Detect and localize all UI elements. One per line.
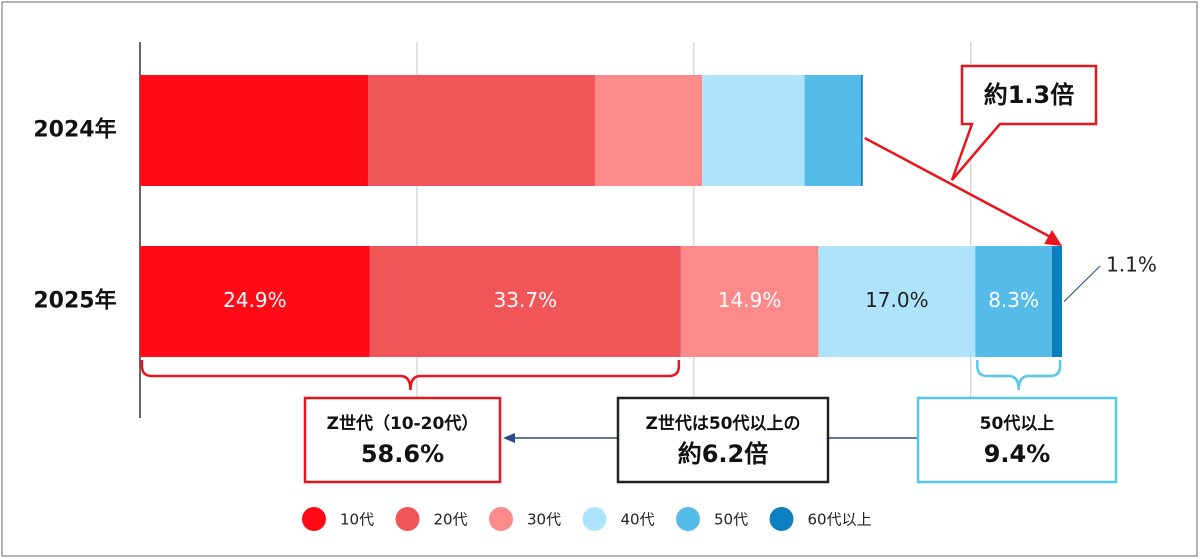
legend-swatch [769, 507, 794, 531]
value-label: 1.1% [1106, 253, 1157, 277]
legend-label: 40代 [621, 511, 655, 529]
bar-segment [140, 75, 368, 186]
bar-segment [860, 75, 863, 186]
value-label: 24.9% [223, 288, 287, 312]
bar-segment [140, 246, 370, 357]
bar-segment [818, 246, 976, 357]
brace-z [140, 360, 681, 391]
label-leader [1063, 265, 1101, 302]
value-label: 14.9% [718, 288, 782, 312]
growth-arrow [864, 136, 1057, 242]
legend-label: 60代以上 [808, 511, 872, 529]
bar-segment [702, 75, 805, 186]
annotation-value: 約6.2倍 [678, 440, 769, 468]
legend-swatch [395, 507, 420, 531]
bar-segment [804, 75, 861, 186]
legend-swatch [676, 507, 700, 531]
bar-segment [595, 75, 703, 186]
annotation-box [303, 396, 502, 484]
bar-segment [369, 246, 681, 357]
legend-label: 20代 [434, 511, 468, 529]
bar-segment [680, 246, 819, 357]
annotation-title: Z世代は50代以上の [646, 413, 801, 434]
legend-label: 30代 [527, 511, 561, 529]
annotation-box [916, 396, 1118, 484]
callout-text: 約1.3倍 [984, 81, 1075, 109]
annotation-value: 58.6% [361, 440, 444, 468]
y-tick-label: 2025年 [33, 288, 116, 314]
annotation-title: Z世代（10-20代） [327, 413, 479, 434]
arrow-head [1044, 230, 1063, 246]
legend-label: 10代 [340, 511, 374, 529]
legend-label: 50代 [714, 511, 748, 529]
legend-swatch [582, 507, 607, 531]
bar-segment [975, 246, 1052, 357]
value-label: 17.0% [865, 288, 929, 312]
annotation-title: 50代以上 [980, 413, 1055, 434]
callout-box [950, 64, 1098, 181]
brace-over50 [976, 360, 1062, 391]
value-label: 33.7% [494, 288, 558, 312]
legend-swatch [489, 507, 513, 531]
arrow-head [503, 433, 515, 443]
bar-segment [367, 75, 596, 186]
legend-swatch [302, 507, 326, 531]
y-tick-label: 2024年 [33, 117, 116, 143]
annotation-box [616, 396, 830, 484]
value-label: 8.3% [988, 288, 1039, 312]
bar-segment [1051, 246, 1063, 357]
annotation-value: 9.4% [984, 440, 1051, 468]
